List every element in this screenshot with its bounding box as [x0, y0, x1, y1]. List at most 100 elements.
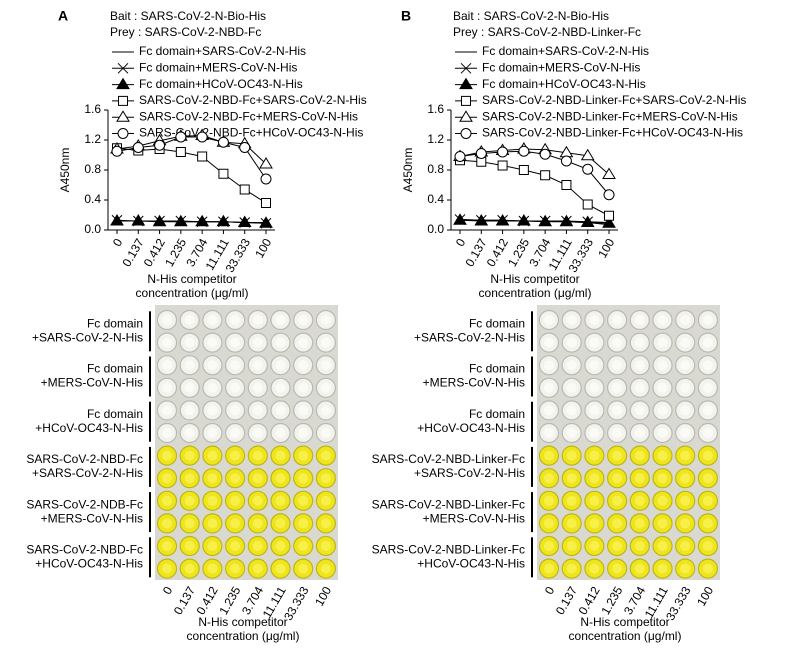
- column-label: 0.412: [194, 584, 221, 617]
- legend-label: Fc domain+SARS-CoV-2-N-His: [482, 44, 649, 58]
- column-label: 0: [542, 584, 558, 597]
- well-center: [657, 337, 668, 348]
- well-center: [298, 473, 309, 484]
- well-center: [298, 495, 309, 506]
- well-center: [252, 495, 263, 506]
- well-center: [184, 473, 195, 484]
- row-label: +SARS-CoV-2-N-His: [414, 330, 525, 344]
- column-label: 1.235: [598, 584, 625, 617]
- well-center: [657, 428, 668, 438]
- well-center: [589, 495, 600, 506]
- well-center: [252, 360, 263, 371]
- well-center: [230, 541, 241, 551]
- data-point: [260, 173, 272, 185]
- annotation: Prey : SARS-CoV-2-NBD-Fc: [110, 25, 261, 39]
- well-center: [252, 563, 263, 574]
- row-label: Fc domain: [469, 316, 525, 330]
- row-label: SARS-CoV-2-NDB-Fc: [26, 497, 143, 511]
- well-center: [544, 450, 554, 461]
- well-center: [298, 360, 309, 371]
- row-label: SARS-CoV-2-NBD-Fc: [26, 452, 143, 466]
- well-center: [162, 360, 172, 371]
- data-point: [154, 139, 166, 151]
- data-point: [110, 214, 124, 226]
- x-axis-label: N-His competitor: [490, 272, 579, 286]
- well-center: [162, 450, 172, 461]
- well-center: [207, 315, 218, 325]
- well-center: [298, 450, 309, 461]
- well-center: [589, 518, 600, 529]
- well-center: [612, 337, 623, 348]
- well-center: [612, 495, 623, 506]
- well-center: [230, 382, 241, 393]
- well-center: [320, 428, 331, 438]
- data-point: [195, 214, 210, 227]
- panel-label: B: [401, 8, 411, 24]
- well-center: [230, 495, 241, 506]
- well-center: [544, 473, 554, 484]
- well-center: [230, 360, 241, 371]
- well-center: [680, 541, 691, 551]
- legend-marker: [460, 128, 472, 139]
- well-center: [298, 405, 309, 416]
- row-label: +HCoV-OC43-N-His: [35, 421, 143, 435]
- well-center: [634, 337, 645, 348]
- well-center: [634, 518, 645, 529]
- well-center: [162, 473, 172, 484]
- data-point: [218, 168, 229, 179]
- well-center: [702, 337, 713, 348]
- well-center: [252, 450, 263, 461]
- well-center: [320, 382, 331, 393]
- well-center: [566, 337, 577, 348]
- well-center: [634, 428, 645, 438]
- well-center: [634, 315, 645, 325]
- well-center: [657, 473, 668, 484]
- well-center: [657, 518, 668, 529]
- y-tick-label: 0.4: [84, 192, 101, 206]
- well-center: [634, 495, 645, 506]
- well-center: [657, 450, 668, 461]
- well-center: [230, 428, 241, 438]
- data-point: [602, 216, 616, 228]
- row-label: +SARS-CoV-2-N-His: [414, 466, 525, 480]
- well-center: [544, 382, 554, 393]
- well-center: [275, 360, 286, 371]
- well-center: [207, 428, 218, 438]
- data-point: [602, 167, 616, 179]
- row-label: +MERS-CoV-N-His: [423, 376, 525, 390]
- plate-x-label: concentration (μg/ml): [187, 629, 300, 643]
- row-label: +MERS-CoV-N-His: [423, 511, 525, 525]
- data-point: [560, 155, 572, 167]
- data-point: [111, 145, 123, 157]
- well-center: [680, 360, 691, 371]
- legend-label: SARS-CoV-2-NBD-Fc+SARS-CoV-2-N-His: [139, 93, 367, 107]
- legend-label: Fc domain+HCoV-OC43-N-His: [482, 77, 646, 91]
- well-center: [207, 563, 218, 574]
- well-center: [612, 518, 623, 529]
- well-center: [566, 563, 577, 574]
- well-center: [207, 473, 218, 484]
- well-center: [230, 563, 241, 574]
- well-center: [252, 405, 263, 416]
- data-point: [132, 142, 144, 153]
- row-label: +SARS-CoV-2-N-His: [32, 466, 143, 480]
- well-center: [544, 518, 554, 529]
- well-center: [162, 495, 172, 506]
- data-point: [175, 147, 186, 157]
- well-center: [298, 518, 309, 529]
- well-center: [612, 450, 623, 461]
- well-center: [680, 563, 691, 574]
- well-center: [544, 405, 554, 416]
- well-center: [184, 360, 195, 371]
- well-center: [298, 541, 309, 551]
- well-center: [320, 495, 331, 506]
- y-tick-label: 0.8: [84, 162, 101, 176]
- column-label: 100: [694, 584, 716, 609]
- data-point: [582, 163, 594, 175]
- well-center: [612, 563, 623, 574]
- data-point: [453, 213, 467, 225]
- plate-x-label: N-His competitor: [198, 615, 287, 629]
- well-center: [566, 315, 577, 325]
- column-label: 1.235: [216, 584, 243, 617]
